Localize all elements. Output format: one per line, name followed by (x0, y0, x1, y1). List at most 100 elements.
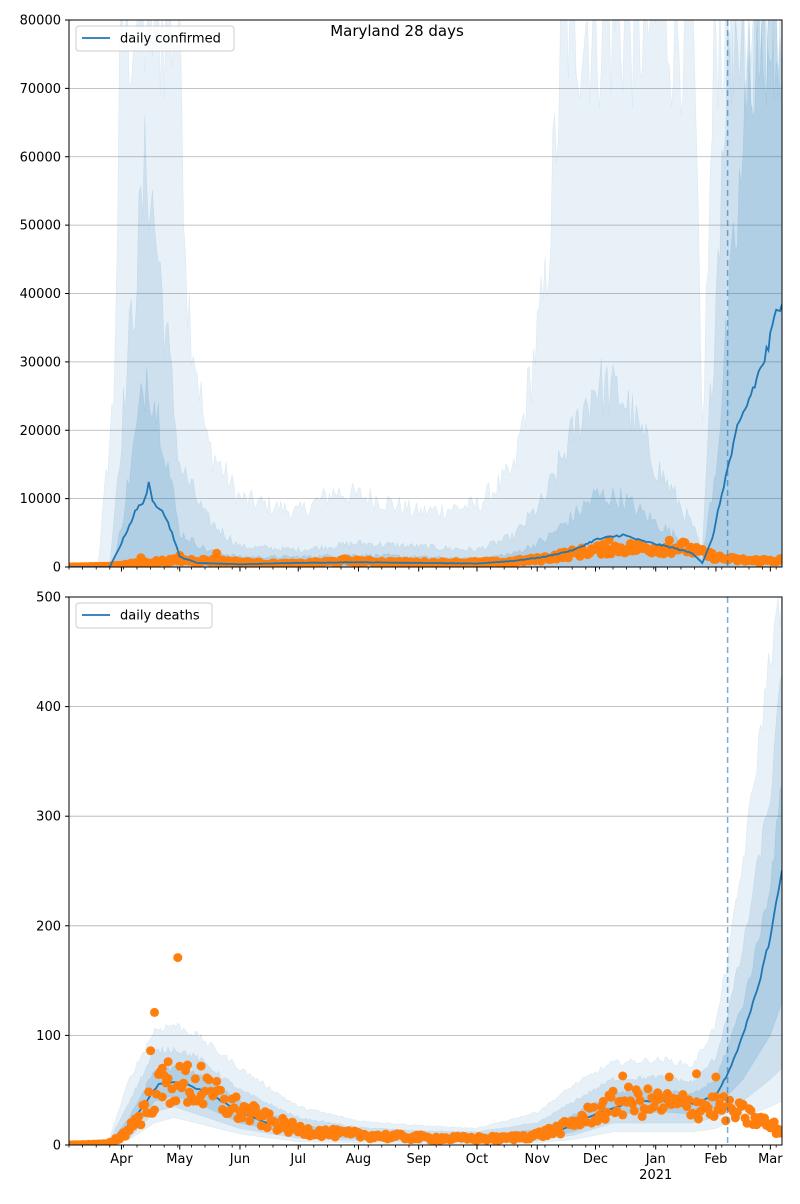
observed-point (245, 1116, 255, 1126)
observed-point (635, 1096, 645, 1105)
observed-point (183, 1060, 192, 1070)
x-tick-label: Jun (229, 1152, 250, 1167)
x-tick-label: Apr (110, 1152, 133, 1167)
observed-point (659, 1103, 668, 1113)
observed-point (216, 1085, 225, 1095)
observed-point (624, 1082, 633, 1092)
observed-point (196, 1061, 206, 1071)
observed-point (600, 1114, 610, 1124)
observed-point (709, 1112, 719, 1121)
observed-point (694, 1114, 703, 1124)
observed-point (212, 1076, 222, 1086)
observed-point (163, 1074, 173, 1083)
y-tick-label: 0 (53, 561, 61, 576)
deaths-legend-box (75, 602, 213, 629)
x-tick-label: Sep (406, 1152, 431, 1167)
observed-point (629, 1106, 639, 1116)
observed-point (589, 1102, 599, 1112)
deaths-observed-points (69, 953, 782, 1145)
observed-point (190, 1074, 200, 1084)
observed-point (721, 1116, 731, 1126)
x-tick-label: Jul (289, 1152, 306, 1167)
observed-point (146, 1046, 156, 1056)
observed-point (643, 1084, 653, 1094)
confirmed-legend-label: daily confirmed (120, 32, 221, 47)
observed-point (219, 1094, 229, 1104)
observed-point (340, 554, 350, 564)
x-tick-label: Nov (525, 1152, 551, 1167)
y-tick-label: 50000 (20, 219, 61, 234)
observed-point (608, 1086, 618, 1096)
y-tick-label: 300 (36, 810, 61, 825)
y-tick-label: 0 (53, 1139, 61, 1154)
y-tick-label: 40000 (20, 287, 61, 302)
observed-point (664, 1072, 674, 1082)
observed-point (173, 953, 183, 963)
observed-point (171, 1096, 181, 1106)
observed-point (163, 1057, 173, 1067)
observed-point (231, 1092, 241, 1102)
chart-title: Maryland 28 days (330, 22, 464, 40)
observed-point (144, 1087, 154, 1097)
y-tick-label: 400 (36, 700, 61, 715)
y-tick-label: 200 (36, 919, 61, 934)
observed-point (556, 1129, 565, 1139)
y-tick-label: 500 (36, 591, 61, 606)
x-tick-label: Jan (645, 1152, 666, 1167)
observed-point (136, 1120, 146, 1130)
confirmed-y-axis: 0 10000 20000 30000 40000 50000 60000 70000 8000… (20, 14, 69, 576)
deaths-axes-frame (68, 596, 783, 1146)
observed-point (237, 1113, 247, 1123)
x-tick-label: Oct (466, 1152, 488, 1167)
observed-point (150, 1105, 159, 1115)
observed-point (777, 554, 782, 564)
observed-point (769, 1117, 779, 1127)
observed-point (602, 1108, 612, 1117)
confirmed-panel: 0 10000 20000 30000 40000 50000 60000 70000 8000… (20, 14, 783, 576)
observed-point (637, 1112, 647, 1121)
observed-point (664, 535, 674, 545)
confirmed-x-axis-ticks (68, 567, 777, 572)
observed-point (777, 1126, 782, 1136)
observed-point (692, 1069, 701, 1079)
y-tick-label: 10000 (20, 492, 61, 507)
observed-point (198, 1099, 208, 1109)
observed-point (157, 1092, 167, 1102)
confirmed-observed-points (69, 535, 782, 567)
uncertainty-band-inner (69, 20, 782, 567)
observed-point (134, 1111, 144, 1121)
observed-point (711, 1072, 721, 1082)
deaths-legend: daily deaths (75, 602, 213, 629)
observed-point (746, 1106, 756, 1115)
confirmed-legend: daily confirmed (75, 25, 235, 52)
uncertainty-band-outer (69, 20, 782, 567)
observed-point (618, 1110, 628, 1120)
y-tick-label: 30000 (20, 355, 61, 370)
observed-point (618, 1071, 628, 1081)
observed-point (627, 1099, 637, 1109)
y-tick-label: 100 (36, 1029, 61, 1044)
x-tick-label: May (166, 1152, 193, 1167)
observed-point (633, 1089, 643, 1099)
observed-point (711, 1092, 721, 1102)
observed-point (676, 539, 686, 549)
model-line-path (69, 303, 782, 567)
observed-point (150, 1007, 159, 1017)
observed-point (262, 1123, 272, 1133)
x-tick-label: Feb (704, 1152, 727, 1167)
uncertainty-band-middle (69, 20, 782, 567)
y-tick-label: 60000 (20, 150, 61, 165)
y-tick-label: 70000 (20, 82, 61, 97)
observed-point (140, 1099, 150, 1109)
deaths-y-axis: 0 100 200 300 400 500 (36, 591, 69, 1154)
observed-point (598, 1096, 608, 1106)
x-year-label: 2021 (639, 1168, 672, 1183)
observed-point (264, 1109, 274, 1119)
observed-point (179, 1078, 189, 1088)
observed-point (157, 1063, 167, 1073)
y-tick-label: 20000 (20, 424, 61, 439)
